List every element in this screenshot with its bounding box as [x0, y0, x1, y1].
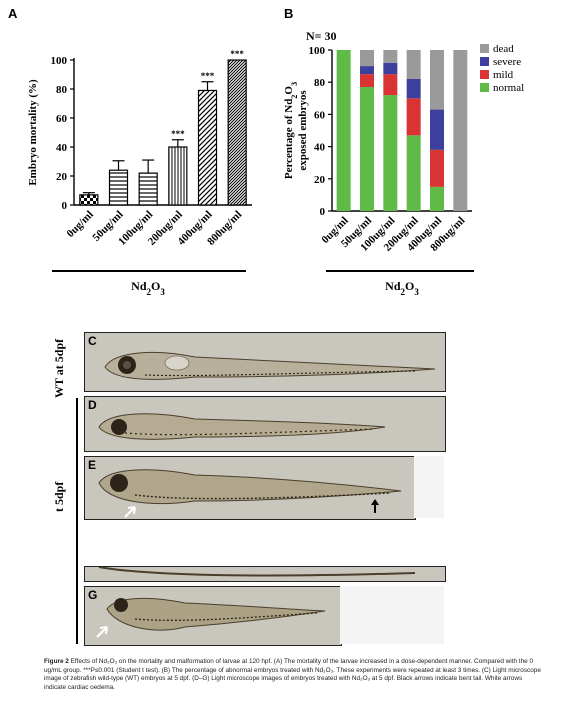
chart-b-legend-swatch — [480, 83, 489, 92]
chart-b-y-tick-label: 80 — [314, 77, 326, 89]
caption-text: Effects of Nd₂O₃ on the mortality and ma… — [44, 658, 541, 691]
chart-a-bar — [227, 59, 247, 206]
chart-a-significance: *** — [230, 49, 244, 59]
chart-b-legend-swatch — [480, 70, 489, 79]
treated-larva-image-g — [96, 597, 326, 638]
chart-b-legend-label: normal — [493, 82, 524, 94]
chart-b-bar-segment — [336, 50, 351, 211]
chart-a-y-tick-label: 0 — [62, 200, 68, 212]
chart-b-bar-segment — [383, 95, 398, 211]
chart-b-y-tick-label: 20 — [314, 174, 326, 186]
chart-b-y-tick-label: 100 — [309, 45, 326, 57]
chart-b-bar-segment — [383, 62, 398, 75]
wt-larva-image — [104, 351, 436, 380]
chart-a-bar — [197, 89, 218, 206]
panel-b-label: B — [284, 6, 294, 21]
chart-a-bar — [168, 146, 188, 206]
chart-b-legend-label: mild — [493, 69, 514, 81]
chart-b-bar-segment — [430, 149, 444, 187]
chart-b-annotation: N= 30 — [306, 29, 337, 43]
fish-panel-f-partial — [84, 566, 446, 582]
chart-b-y-tick-label: 0 — [320, 206, 326, 218]
figure-caption: Figure 2 Effects of Nd₂O₃ on the mortali… — [44, 658, 544, 692]
group-bracket — [76, 398, 78, 644]
chart-b-legend-label: dead — [493, 43, 514, 55]
chart-a-y-tick-label: 80 — [56, 84, 68, 96]
panel-a-label: A — [8, 6, 18, 21]
chart-a-bar — [138, 172, 158, 206]
chart-a-significance: *** — [171, 129, 185, 139]
panel-d-label: D — [88, 398, 97, 412]
blank-region-g — [340, 586, 444, 644]
chart-b-bar-segment — [360, 50, 374, 67]
chart-a-y-tick-label: 100 — [51, 55, 68, 67]
chart-b-bar-segment — [430, 186, 444, 211]
chart-b-bar-segment — [383, 50, 398, 63]
chart-a-significance: *** — [201, 71, 215, 81]
fish-panel-e: E — [84, 456, 416, 520]
wt-label: WT at 5dpf — [52, 338, 66, 398]
chart-b-bar-segment — [406, 50, 421, 79]
chart-b-bar-segment — [406, 98, 421, 136]
chart-b-bar-segment — [453, 50, 468, 211]
chart-b-bar-segment — [430, 50, 444, 110]
chart-b-bar-segment — [430, 109, 444, 150]
chart-b-bar-segment — [360, 87, 374, 211]
chart-b-bar-segment — [383, 74, 398, 96]
fish-panel-c: C — [84, 332, 446, 392]
chart-a-y-tick-label: 60 — [56, 113, 68, 125]
chart-b-bar-segment — [360, 66, 374, 75]
chart-b-y-tick-label: 60 — [314, 109, 326, 121]
panel-c-label: C — [88, 334, 97, 348]
fish-panel-g: G — [84, 586, 342, 646]
fish-panel-d: D — [84, 396, 446, 452]
panel-e-label: E — [88, 458, 97, 472]
chart-a-x-axis-label: Nd2O3 — [131, 279, 165, 297]
panel-g-label: G — [88, 588, 98, 602]
chart-b-legend-label: severe — [493, 56, 521, 68]
chart-b-bar-segment — [406, 78, 421, 99]
chart-b-legend-swatch — [480, 44, 489, 53]
treated-larva-image-e — [98, 469, 402, 518]
chart-b-bar-segment — [360, 74, 374, 88]
chart-a-y-axis-label: Embryo mortality (%) — [27, 79, 39, 186]
treated-larva-image-d — [98, 413, 386, 440]
chart-b-x-axis-label: Nd2O3 — [385, 279, 419, 297]
treated-larva-image-f — [98, 567, 416, 577]
chart-a-y-tick-label: 20 — [56, 171, 68, 183]
chart-b-legend-swatch — [480, 57, 489, 66]
chart-b: 0 20 40 60 80 100 Percentage of Nd2O3exposed … — [283, 29, 524, 297]
blank-region-e — [414, 456, 444, 518]
chart-b-y-tick-label: 40 — [314, 142, 326, 154]
chart-b-bar-segment — [406, 135, 421, 211]
treated-label: t 5dpf — [52, 481, 66, 512]
chart-a-bar — [79, 194, 99, 206]
chart-a-bar — [108, 169, 129, 206]
chart-b-y-axis-label: Percentage of Nd2O3exposed embryos — [283, 82, 309, 179]
caption-lead: Figure 2 — [44, 658, 69, 665]
chart-a-y-tick-label: 40 — [56, 142, 68, 154]
